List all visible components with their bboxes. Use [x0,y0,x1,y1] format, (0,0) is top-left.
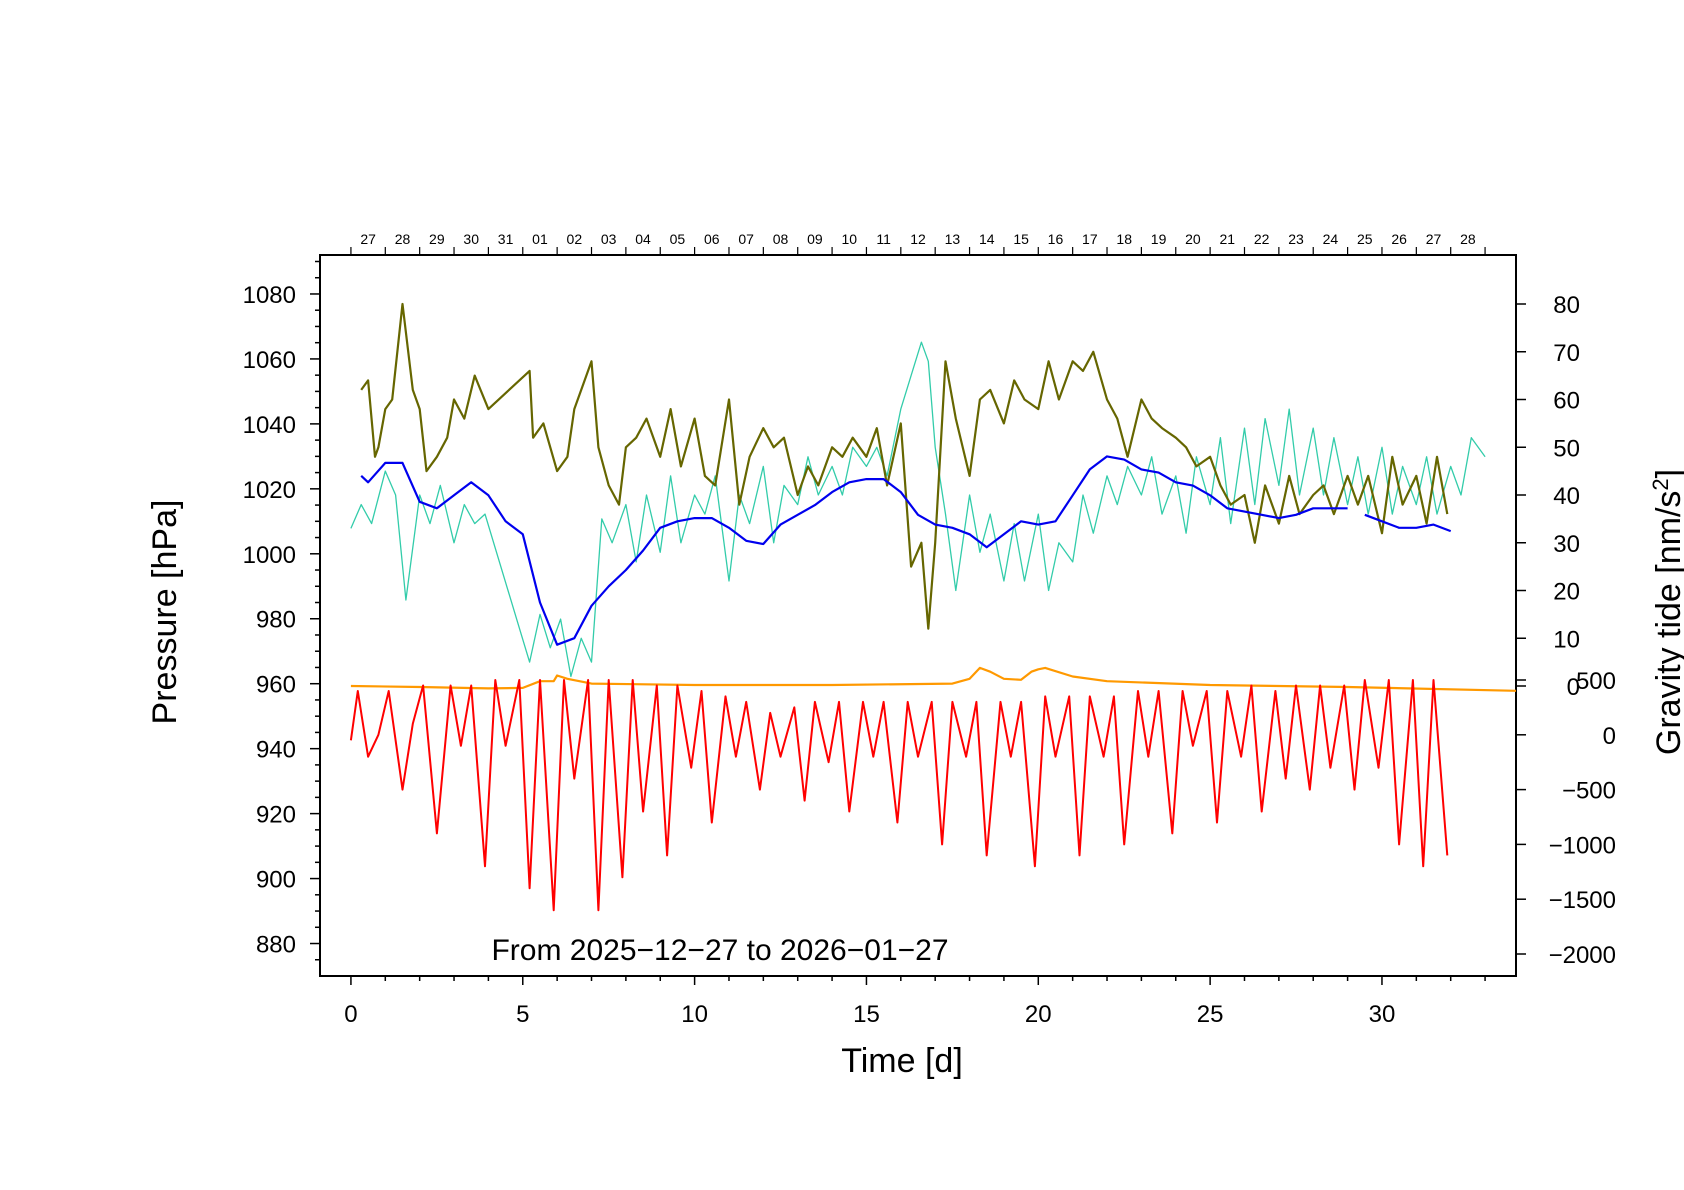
top-day-label: 20 [1185,231,1201,247]
top-day-label: 17 [1082,231,1098,247]
series-line [1364,513,1452,533]
x-tick-label: 5 [516,1001,529,1028]
y-axis-right-title-superscript: 2 [1648,478,1673,490]
top-day-label: 07 [738,231,754,247]
y-left-tick-label: 940 [256,737,296,764]
y-right-lower-tick-label: −500 [1562,778,1616,805]
y-right-upper-tick-label: 50 [1553,435,1580,462]
top-day-label: 27 [360,231,376,247]
y-right-upper-tick-label: 80 [1553,292,1580,319]
y-right-upper-tick-label: 70 [1553,340,1580,367]
y-right-lower-tick-label: −1000 [1549,832,1616,859]
top-day-label: 13 [945,231,961,247]
series-line [360,455,1348,646]
y-axis-right-title: Gravity tide [nm/s2] [1648,469,1684,755]
x-tick-label: 20 [1025,1001,1052,1028]
y-right-upper-tick-label: 20 [1553,579,1580,606]
y-left-tick-label: 1080 [243,282,296,309]
y-right-lower-tick-label: −1500 [1549,887,1616,914]
x-tick-label: 30 [1369,1001,1396,1028]
x-axis: 0 5 10 15 20 25 30 [344,976,1486,1028]
series-layer [349,302,1517,912]
y-left-tick-label: 880 [256,932,296,959]
y-left-tick-label: 1000 [243,542,296,569]
x-tick-label: 15 [853,1001,880,1028]
top-day-label: 21 [1220,231,1236,247]
top-day-label: 01 [532,231,548,247]
top-day-label: 25 [1357,231,1373,247]
top-day-label: 02 [567,231,583,247]
top-day-label: 12 [910,231,926,247]
y-left-tick-label: 900 [256,867,296,894]
plot-frame [319,254,1517,977]
top-day-label: 08 [773,231,789,247]
x-tick-label: 0 [344,1001,357,1028]
y-left-tick-label: 1040 [243,412,296,439]
top-day-label: 27 [1426,231,1442,247]
series-line [349,679,1449,912]
series-line [350,341,1486,678]
y-left-tick-label: 1020 [243,477,296,504]
annotation-text: From 2025−12−27 to 2026−01−27 [491,934,948,967]
top-day-label: 09 [807,231,823,247]
x-tick-label: 10 [681,1001,708,1028]
y-right-upper-tick-label: 30 [1553,531,1580,558]
top-day-label: 26 [1391,231,1407,247]
x-axis-title: Time [d] [841,1042,963,1080]
y-right-lower-tick-label: 500 [1576,668,1616,695]
top-day-label: 28 [395,231,411,247]
y-left-tick-label: 920 [256,802,296,829]
top-day-label: 23 [1288,231,1304,247]
top-day-label: 18 [1116,231,1132,247]
top-day-label: 19 [1151,231,1167,247]
top-day-label: 29 [429,231,445,247]
y-axis-left-title: Pressure [hPa] [146,500,184,725]
top-day-label: 04 [635,231,651,247]
top-day-label: 31 [498,231,514,247]
top-day-label: 03 [601,231,617,247]
top-day-label: 06 [704,231,720,247]
top-day-label: 15 [1013,231,1029,247]
y-right-upper-tick-label: 60 [1553,388,1580,415]
y-right-upper-tick-label: 0 [1567,674,1580,701]
x-tick-label: 25 [1197,1001,1224,1028]
top-day-label: 16 [1048,231,1064,247]
series-line [350,666,1517,692]
top-day-label: 28 [1460,231,1476,247]
series-line [360,302,1449,630]
y-left-tick-label: 980 [256,607,296,634]
y-right-upper-tick-label: 10 [1553,626,1580,653]
y-axis-left: 880 900 920 940 960 980 1000 1020 1040 1060 1080 [243,260,320,961]
top-day-label: 14 [979,231,995,247]
top-day-label: 11 [876,231,891,247]
y-right-lower-tick-label: 0 [1603,723,1616,750]
top-day-label: 10 [841,231,857,247]
top-day-label: 22 [1254,231,1270,247]
top-day-label: 30 [463,231,479,247]
y-left-tick-label: 960 [256,672,296,699]
top-day-label: 24 [1323,231,1339,247]
top-day-label: 05 [670,231,686,247]
y-right-lower-tick-label: −2000 [1549,942,1616,969]
top-day-axis: 27 28 29 30 31 01 02 03 04 05 06 07 08 09 10 11 12 13 14 15… [350,231,1486,255]
y-right-upper-tick-label: 40 [1553,483,1580,510]
y-left-tick-label: 1060 [243,347,296,374]
